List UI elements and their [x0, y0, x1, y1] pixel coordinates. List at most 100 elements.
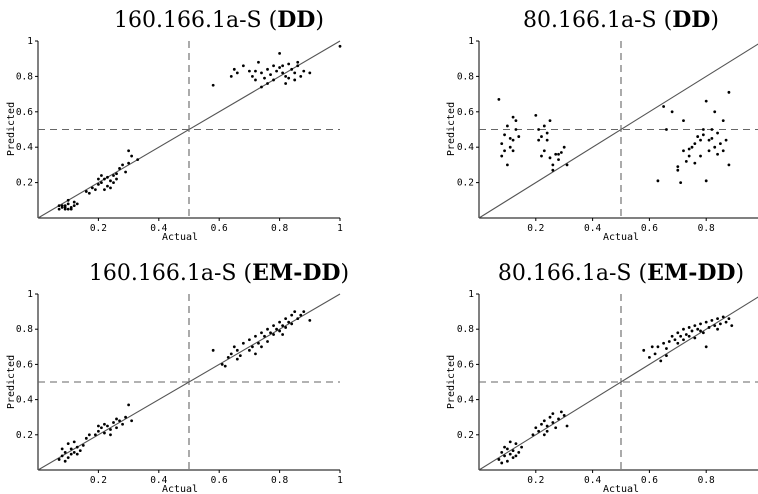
data-point	[716, 131, 719, 135]
data-point	[559, 410, 563, 414]
data-point	[727, 317, 731, 321]
data-point	[554, 426, 558, 430]
data-point	[124, 170, 127, 174]
data-point	[730, 324, 734, 328]
data-point	[130, 154, 134, 158]
x-tick-label: 1	[337, 223, 343, 234]
data-point	[534, 426, 538, 430]
data-point	[721, 149, 725, 153]
data-point	[75, 202, 79, 206]
data-point	[721, 315, 725, 319]
data-point	[562, 145, 566, 149]
data-point	[508, 452, 512, 456]
data-point	[263, 334, 266, 338]
y-tick-label: 0.2	[16, 430, 33, 441]
data-point	[248, 69, 251, 73]
data-point	[57, 204, 61, 208]
data-point	[284, 75, 288, 78]
data-point	[308, 319, 312, 322]
y-tick-label: 0.8	[457, 324, 474, 335]
data-point	[545, 429, 549, 433]
data-point	[517, 451, 521, 454]
data-point	[687, 334, 691, 338]
data-point	[290, 67, 294, 71]
data-point	[514, 442, 518, 445]
data-point	[308, 71, 312, 75]
data-point	[278, 320, 281, 324]
data-point	[554, 152, 558, 156]
data-point	[284, 82, 288, 85]
y-tick-label: 0.8	[16, 71, 33, 82]
data-point	[551, 163, 555, 167]
data-point	[115, 426, 118, 430]
x-tick-label: 1	[337, 475, 343, 486]
data-point	[704, 320, 708, 324]
data-point	[229, 352, 233, 356]
data-point	[248, 338, 251, 342]
data-point	[263, 76, 266, 80]
data-point	[537, 128, 541, 131]
data-point	[241, 341, 245, 345]
data-point	[500, 451, 504, 454]
data-point	[278, 66, 281, 69]
data-point	[75, 445, 79, 449]
data-point	[118, 419, 121, 423]
data-point	[278, 329, 281, 333]
data-point	[109, 179, 112, 183]
data-point	[60, 204, 64, 208]
y-tick-label: 0.4	[16, 395, 33, 406]
data-point	[281, 64, 285, 68]
x-axis-label: Actual	[162, 232, 198, 243]
data-point	[506, 124, 509, 128]
data-point	[727, 90, 731, 94]
data-point	[545, 424, 549, 428]
data-point	[284, 317, 288, 321]
data-point	[103, 431, 106, 435]
data-point	[704, 99, 708, 103]
data-point	[676, 165, 680, 169]
data-point	[562, 414, 566, 417]
data-point	[302, 310, 306, 313]
data-point	[109, 433, 112, 437]
data-point	[296, 317, 300, 321]
data-point	[112, 174, 115, 177]
y-tick-label: 0.4	[457, 142, 474, 153]
data-point	[648, 355, 651, 359]
data-point	[511, 149, 515, 153]
data-point	[707, 149, 711, 153]
data-point	[531, 433, 535, 437]
data-point	[72, 200, 76, 204]
data-point	[296, 60, 300, 64]
data-point	[662, 341, 665, 345]
x-axis-label: Actual	[162, 484, 198, 494]
data-point	[296, 64, 300, 68]
x-tick-label: 0.4	[150, 475, 167, 486]
data-point	[220, 363, 224, 366]
data-point	[665, 347, 668, 350]
data-point	[106, 424, 109, 428]
x-tick-label: 0.6	[211, 475, 228, 486]
data-point	[293, 310, 297, 313]
data-point	[707, 326, 711, 329]
data-point	[548, 156, 552, 160]
data-point	[710, 128, 714, 131]
y-tick-label: 0.8	[457, 71, 474, 82]
y-tick-label: 0.6	[457, 359, 474, 370]
data-point	[272, 324, 275, 328]
data-point	[682, 327, 685, 331]
data-point	[503, 149, 506, 153]
data-point	[254, 69, 257, 73]
data-point	[63, 451, 67, 454]
y-tick-label: 0.2	[457, 178, 474, 189]
y-tick-label: 0.2	[457, 430, 474, 441]
data-point	[302, 69, 306, 73]
data-point	[106, 184, 109, 188]
data-point	[124, 415, 127, 419]
y-tick-label: 0.4	[457, 395, 474, 406]
data-point	[100, 174, 103, 177]
data-point	[299, 313, 303, 317]
data-point	[565, 424, 569, 428]
data-point	[232, 345, 236, 349]
data-point	[121, 422, 124, 426]
data-point	[653, 352, 657, 356]
